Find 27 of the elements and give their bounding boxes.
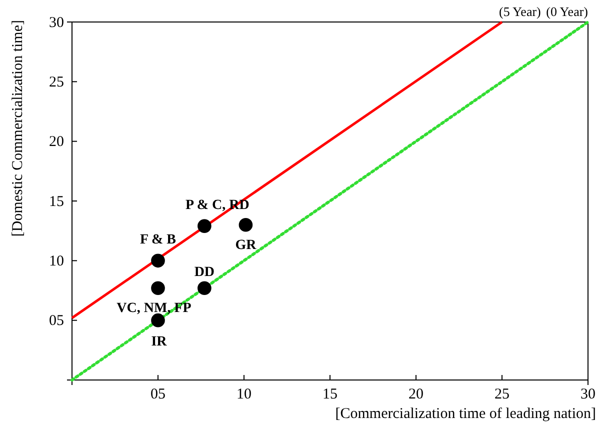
point <box>198 219 212 233</box>
annotation: F & B <box>140 232 176 248</box>
y-tick-label: 05 <box>49 313 64 330</box>
x-axis-title: [Commercialization time of leading nation] <box>335 406 596 422</box>
annotation: VC, NM, FP <box>116 301 192 316</box>
point <box>151 313 165 328</box>
x-tick-label: 05 <box>150 386 166 403</box>
y-axis-title: [Domestic Commercialization time] <box>10 20 26 237</box>
x-tick-label: 25 <box>494 386 510 403</box>
x-tick-label: 20 <box>408 386 424 403</box>
point <box>198 281 212 296</box>
y-tick-label: 25 <box>49 74 64 90</box>
point <box>151 281 165 296</box>
y-tick-label: 20 <box>49 134 64 150</box>
x-tick-label: 30 <box>580 386 596 403</box>
point <box>151 254 165 268</box>
annotation: (0 Year) <box>546 4 588 19</box>
y-tick-label: 30 <box>49 14 64 31</box>
annotation: DD <box>194 265 215 280</box>
y-tick-label: 10 <box>49 253 64 270</box>
x-tick-label: 10 <box>236 386 252 403</box>
x-tick-label: 15 <box>322 386 338 403</box>
annotation: (5 Year) <box>499 4 541 19</box>
annotation: GR <box>235 238 258 253</box>
point <box>238 218 253 232</box>
y-tick-label: 15 <box>49 194 64 210</box>
annotation: IR <box>151 334 168 350</box>
